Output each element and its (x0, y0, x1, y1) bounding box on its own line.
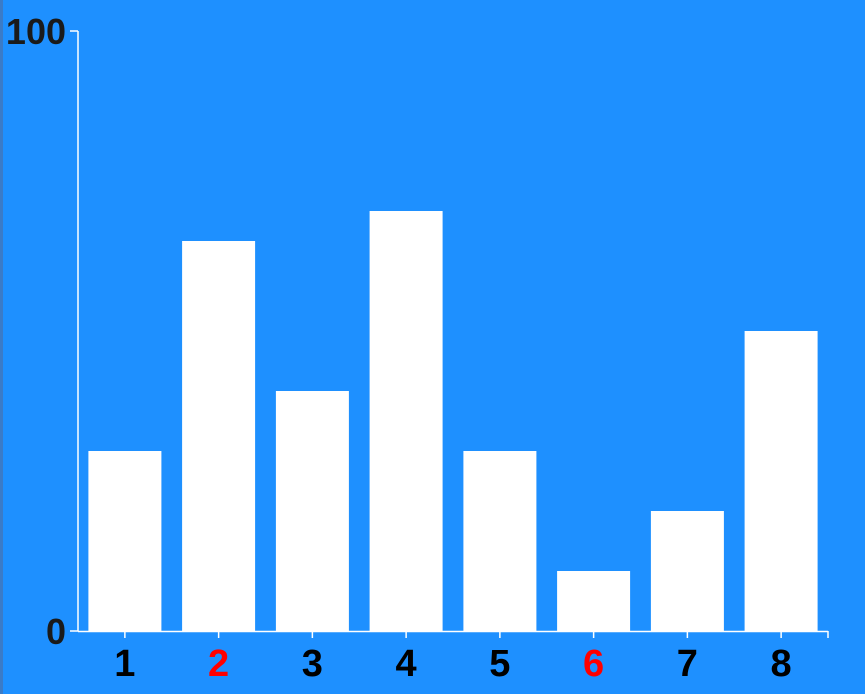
y-tick-label-0: 0 (46, 611, 66, 652)
bar-3 (275, 391, 349, 631)
x-tick-label-8: 8 (771, 643, 792, 685)
x-tick-label-3: 3 (302, 643, 323, 685)
bar-4 (369, 211, 443, 631)
bar-7 (650, 511, 724, 631)
x-tick-label-6: 6 (583, 643, 604, 685)
x-tick-label-4: 4 (396, 643, 417, 685)
x-tick-label-7: 7 (677, 643, 698, 685)
bar-2 (182, 241, 256, 631)
bar-8 (744, 331, 818, 631)
x-tick-label-5: 5 (489, 643, 510, 685)
x-tick-label-1: 1 (114, 643, 135, 685)
x-tick-label-2: 2 (208, 643, 229, 685)
bar-6 (557, 571, 631, 631)
left-edge-strip (0, 0, 3, 694)
bar-1 (88, 451, 162, 631)
y-tick-label-100: 100 (6, 11, 66, 52)
bar-5 (463, 451, 537, 631)
